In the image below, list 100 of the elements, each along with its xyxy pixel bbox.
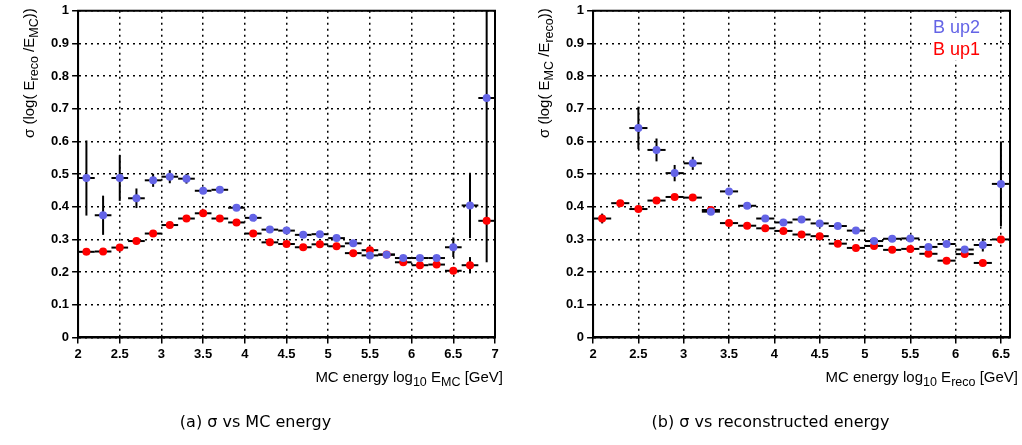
point bbox=[149, 229, 158, 238]
y-tick-label: 0.3 bbox=[565, 231, 585, 246]
point bbox=[634, 124, 643, 133]
x-tick-label: 4.5 bbox=[810, 345, 829, 361]
y-tick-label: 0.2 bbox=[50, 263, 70, 279]
point bbox=[365, 251, 374, 260]
point bbox=[349, 249, 358, 258]
text: B up2 bbox=[932, 16, 980, 37]
y-tick-label: 0.4 bbox=[565, 198, 585, 214]
point bbox=[99, 211, 108, 220]
x-tick-label: 5.5 bbox=[360, 345, 379, 361]
x-tick-label: 5.5 bbox=[901, 345, 920, 361]
y-tick-label: 0.2 bbox=[565, 263, 585, 279]
point bbox=[815, 232, 824, 241]
x-tick-label: 4 bbox=[770, 345, 779, 361]
point bbox=[761, 224, 770, 233]
y-tick-label: 0.6 bbox=[565, 133, 585, 149]
y-tick-label: 0.1 bbox=[50, 296, 70, 312]
x-axis-title: MC energy log$_{10}$ E$_{MC}$ [GeV] bbox=[315, 368, 503, 389]
point bbox=[332, 242, 341, 251]
point bbox=[99, 247, 108, 256]
point bbox=[215, 185, 224, 194]
x-tick-label: 6 bbox=[952, 345, 960, 361]
point bbox=[743, 221, 752, 230]
y-tick-label: 0.8 bbox=[50, 67, 70, 83]
x-tick-label: 2 bbox=[589, 345, 597, 361]
y-tick-label: 1 bbox=[576, 2, 585, 18]
x-tick-label: 3.5 bbox=[194, 345, 213, 361]
point bbox=[282, 226, 291, 235]
x-tick-label: 2 bbox=[74, 345, 82, 361]
point bbox=[888, 245, 897, 254]
point bbox=[833, 222, 842, 231]
point bbox=[743, 201, 752, 210]
point bbox=[332, 234, 341, 243]
x-tick-label: 5 bbox=[861, 345, 869, 361]
x-tick-label: 3.5 bbox=[719, 345, 739, 361]
point bbox=[761, 214, 770, 223]
point bbox=[924, 249, 933, 258]
point bbox=[797, 230, 806, 239]
x-tick-label: 3 bbox=[157, 345, 166, 361]
point bbox=[797, 215, 806, 224]
point bbox=[232, 218, 241, 227]
point bbox=[115, 174, 124, 183]
x-tick-label: 2.5 bbox=[110, 345, 129, 361]
point bbox=[315, 230, 324, 239]
point bbox=[906, 234, 915, 243]
x-tick-label: 6.5 bbox=[991, 345, 1010, 361]
point bbox=[851, 243, 860, 252]
point bbox=[482, 94, 491, 102]
point bbox=[315, 240, 324, 249]
point bbox=[634, 205, 643, 214]
point bbox=[688, 159, 697, 168]
point bbox=[815, 219, 824, 228]
point bbox=[779, 218, 788, 227]
point bbox=[199, 186, 208, 195]
point bbox=[165, 172, 174, 181]
x-tick-label: 6.5 bbox=[444, 345, 463, 361]
text: B up1 bbox=[932, 38, 980, 59]
x-tick-label: 6 bbox=[408, 345, 416, 361]
point bbox=[149, 176, 158, 185]
text: (a) σ vs MC energy bbox=[178, 412, 333, 431]
point bbox=[182, 214, 191, 223]
point bbox=[652, 145, 661, 154]
point bbox=[465, 201, 474, 210]
point bbox=[670, 192, 679, 201]
point bbox=[82, 247, 91, 256]
y-tick-label: 0 bbox=[61, 328, 70, 344]
y-tick-label: 0.4 bbox=[50, 198, 70, 214]
point bbox=[482, 216, 491, 225]
x-tick-label: 5 bbox=[324, 345, 332, 361]
point bbox=[282, 239, 291, 248]
point bbox=[449, 243, 458, 252]
point bbox=[960, 245, 969, 254]
point bbox=[249, 213, 258, 222]
point bbox=[616, 199, 625, 208]
point bbox=[299, 243, 308, 252]
point bbox=[725, 219, 734, 228]
y-tick-label: 0.9 bbox=[50, 35, 70, 51]
point bbox=[978, 240, 987, 249]
point bbox=[670, 169, 679, 178]
point bbox=[399, 254, 408, 263]
point bbox=[833, 239, 842, 248]
y-tick-label: 0.3 bbox=[50, 231, 70, 246]
x-tick-label: 2.5 bbox=[629, 345, 648, 361]
point bbox=[82, 174, 91, 183]
y-tick-label: 0.7 bbox=[50, 100, 70, 116]
y-tick-label: 0.6 bbox=[50, 133, 70, 149]
point bbox=[942, 256, 951, 265]
point bbox=[299, 230, 308, 239]
x-axis-title: MC energy log$_{10}$ E$_{reco}$ [GeV] bbox=[825, 368, 1018, 389]
x-tick-label: 7 bbox=[491, 345, 499, 361]
point bbox=[199, 209, 208, 218]
point bbox=[888, 234, 897, 243]
point bbox=[265, 238, 274, 247]
point bbox=[132, 237, 141, 246]
y-tick-label: 0.1 bbox=[565, 296, 585, 312]
point bbox=[996, 179, 1005, 188]
y-tick-label: 0.5 bbox=[565, 165, 585, 181]
point bbox=[996, 235, 1005, 244]
point bbox=[688, 193, 697, 202]
